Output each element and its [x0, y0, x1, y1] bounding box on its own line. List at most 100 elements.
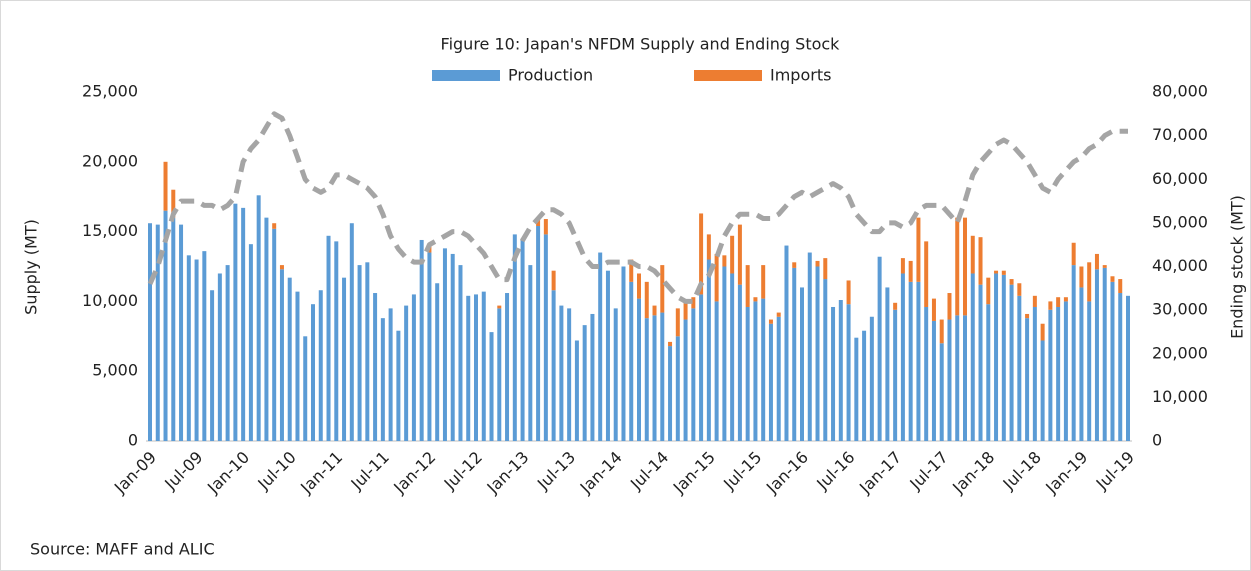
bar-segment	[497, 305, 502, 309]
bar-segment	[1001, 274, 1006, 441]
y-tick-label: 5,000	[92, 361, 138, 380]
bar-segment	[900, 273, 905, 441]
bar-segment	[551, 270, 556, 291]
bar-segment	[489, 332, 494, 441]
bar-segment	[854, 337, 859, 441]
bar-segment	[520, 238, 525, 441]
bar-segment	[1009, 284, 1014, 441]
bar-segment	[668, 346, 673, 441]
bar-segment	[900, 258, 905, 274]
bar-segment	[365, 262, 370, 441]
y2-tick-label: 10,000	[1152, 387, 1208, 406]
bar-segment	[660, 265, 665, 313]
bar-segment	[644, 281, 649, 319]
bar-segment	[559, 305, 564, 441]
bar-segment	[722, 266, 727, 441]
bar-segment	[458, 265, 463, 441]
bar-segment	[334, 241, 339, 441]
bar-segment	[287, 277, 292, 441]
bar-segment	[691, 308, 696, 441]
y2-axis-label: Ending stock (MT)	[1228, 195, 1247, 339]
bar-segment	[1079, 266, 1084, 288]
bar-segment	[963, 217, 967, 316]
bar-segment	[279, 269, 284, 441]
bar-segment	[994, 273, 999, 441]
bar-segment	[1063, 301, 1068, 441]
bar-segment	[947, 293, 952, 320]
bar-segment	[683, 301, 688, 320]
bar-segment	[1126, 295, 1130, 441]
bar-segment	[613, 308, 618, 441]
bar-segment	[1094, 253, 1099, 270]
bar-segment	[598, 252, 603, 441]
legend-label: Production	[508, 66, 593, 85]
bar-segment	[815, 260, 820, 267]
bar-segment	[994, 270, 999, 274]
bar-segment	[637, 298, 641, 441]
bar-segment	[644, 318, 649, 441]
bar-segment	[931, 298, 936, 321]
bar-segment	[931, 320, 936, 441]
bar-segment	[792, 262, 797, 268]
bar-segment	[272, 228, 277, 441]
bar-segment	[706, 234, 711, 260]
bar-segment	[505, 293, 510, 441]
y2-tick-label: 60,000	[1152, 169, 1208, 188]
bar-segment	[955, 217, 960, 316]
bar-segment	[792, 267, 797, 441]
bar-segment	[466, 295, 471, 441]
y2-tick-label: 80,000	[1152, 82, 1208, 101]
bar-segment	[551, 290, 556, 441]
bar-segment	[660, 312, 665, 441]
bar-segment	[427, 252, 432, 441]
y-tick-label: 25,000	[82, 82, 138, 101]
bar-segment	[761, 265, 766, 299]
bar-segment	[380, 318, 385, 441]
bar-segment	[675, 336, 680, 441]
bar-segment	[411, 294, 416, 441]
bar-segment	[186, 255, 191, 441]
bar-segment	[970, 273, 975, 441]
bar-segment	[357, 265, 362, 441]
y2-tick-label: 40,000	[1152, 256, 1208, 275]
bar-segment	[163, 210, 168, 441]
bar-segment	[481, 291, 486, 441]
bar-segment	[978, 284, 983, 441]
bar-segment	[862, 330, 867, 441]
bar-segment	[823, 279, 828, 441]
bar-segment	[210, 290, 215, 441]
bar-segment	[652, 305, 657, 316]
bar-segment	[171, 217, 176, 441]
bar-segment	[939, 343, 944, 441]
bar-segment	[947, 319, 952, 441]
bar-segment	[908, 260, 913, 282]
chart-title: Figure 10: Japan's NFDM Supply and Endin…	[441, 35, 841, 54]
bar-segment	[1040, 323, 1045, 341]
bar-segment	[807, 252, 812, 441]
bar-segment	[1110, 281, 1115, 441]
bar-segment	[404, 305, 409, 441]
bar-segment	[916, 281, 921, 441]
bar-segment	[683, 319, 688, 441]
bar-segment	[1118, 279, 1123, 294]
bar-segment	[574, 340, 579, 441]
bar-segment	[1102, 265, 1107, 268]
bar-segment	[800, 287, 804, 441]
legend-label: Imports	[770, 66, 831, 85]
bar-segment	[986, 304, 991, 441]
bar-segment	[241, 207, 246, 441]
bar-segment	[761, 298, 766, 441]
bar-segment	[730, 235, 735, 274]
bar-segment	[303, 336, 308, 441]
bar-segment	[543, 234, 548, 441]
legend-swatch	[694, 70, 762, 81]
bar-segment	[435, 283, 440, 441]
y2-tick-label: 0	[1152, 431, 1162, 450]
bar-segment	[908, 281, 913, 441]
bar-segment	[543, 219, 548, 235]
bar-segment	[342, 277, 347, 441]
bar-segment	[831, 306, 836, 441]
